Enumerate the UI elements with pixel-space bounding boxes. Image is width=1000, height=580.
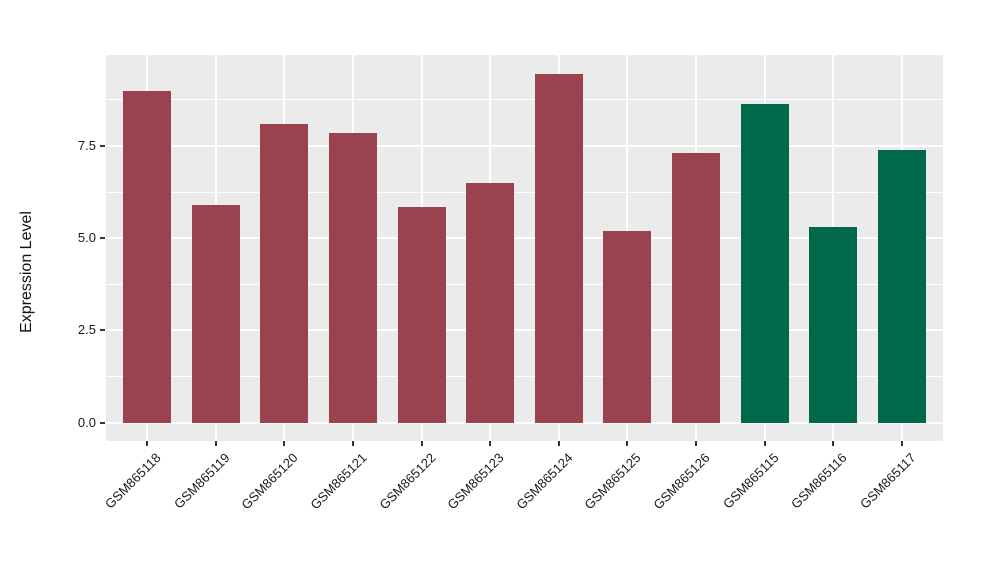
bar-GSM865118	[123, 90, 172, 423]
y-tick-label: 2.5	[77, 322, 96, 338]
x-tick-mark	[695, 441, 698, 446]
x-tick-mark	[557, 441, 560, 446]
bar-GSM865116	[809, 227, 858, 423]
y-gridline-major	[106, 329, 943, 332]
x-tick-mark	[763, 441, 766, 446]
y-gridline-minor	[106, 99, 943, 101]
plot-panel	[106, 55, 943, 441]
y-tick-mark	[100, 421, 105, 424]
y-tick-label: 0.0	[77, 414, 96, 430]
x-tick-mark	[626, 441, 629, 446]
y-gridline-minor	[106, 375, 943, 377]
y-tick-mark	[100, 237, 105, 240]
x-tick-mark	[900, 441, 903, 446]
x-tick-mark	[146, 441, 149, 446]
y-gridline-minor	[106, 283, 943, 285]
bar-GSM865123	[466, 182, 515, 423]
x-tick-mark	[489, 441, 492, 446]
y-axis-title: Expression Level	[18, 211, 35, 333]
x-tick-mark	[214, 441, 217, 446]
y-tick-mark	[100, 329, 105, 332]
x-tick-mark	[832, 441, 835, 446]
bar-GSM865119	[191, 205, 240, 423]
bar-GSM865126	[672, 153, 721, 423]
bar-GSM865122	[397, 206, 446, 423]
bar-GSM865115	[740, 103, 789, 423]
x-tick-mark	[351, 441, 354, 446]
bar-GSM865120	[260, 123, 309, 423]
y-gridline-minor	[106, 191, 943, 193]
y-gridline-major	[106, 145, 943, 148]
x-tick-mark	[283, 441, 286, 446]
y-gridline-major	[106, 421, 943, 424]
bar-GSM865117	[877, 149, 926, 423]
bar-GSM865125	[603, 230, 652, 423]
bar-GSM865121	[328, 133, 377, 423]
x-tick-mark	[420, 441, 423, 446]
y-tick-label: 5.0	[77, 230, 96, 246]
bar-GSM865124	[534, 74, 583, 423]
y-gridline-major	[106, 237, 943, 240]
y-tick-mark	[100, 145, 105, 148]
y-tick-label: 7.5	[77, 138, 96, 154]
